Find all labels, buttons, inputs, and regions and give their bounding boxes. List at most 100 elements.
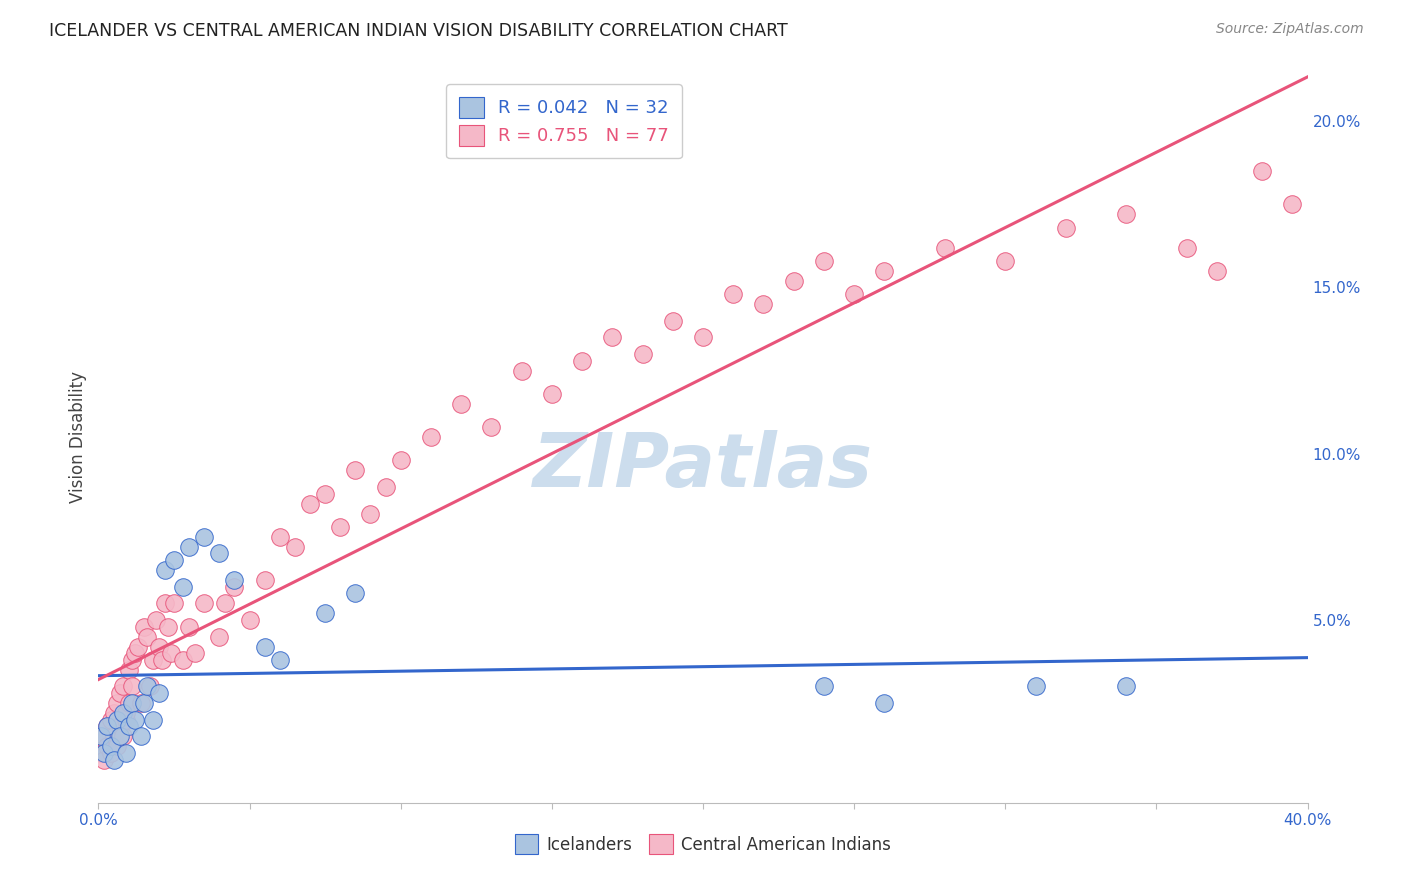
Point <box>224 580 246 594</box>
Point <box>1206 264 1229 278</box>
Point <box>121 696 143 710</box>
Point <box>813 680 835 694</box>
Point <box>994 253 1017 268</box>
Point <box>269 530 291 544</box>
Legend: Icelanders, Central American Indians: Icelanders, Central American Indians <box>509 828 897 860</box>
Point <box>124 646 146 660</box>
Point <box>224 573 246 587</box>
Point <box>150 653 173 667</box>
Point <box>129 696 152 710</box>
Point <box>389 453 412 467</box>
Point <box>132 619 155 633</box>
Point <box>193 530 215 544</box>
Point <box>96 719 118 733</box>
Point <box>1251 164 1274 178</box>
Point <box>103 706 125 720</box>
Point <box>156 619 179 633</box>
Point <box>108 719 131 733</box>
Point <box>100 713 122 727</box>
Text: ICELANDER VS CENTRAL AMERICAN INDIAN VISION DISABILITY CORRELATION CHART: ICELANDER VS CENTRAL AMERICAN INDIAN VIS… <box>49 22 787 40</box>
Point <box>90 746 112 760</box>
Point <box>783 274 806 288</box>
Point <box>253 573 276 587</box>
Point <box>184 646 207 660</box>
Point <box>114 706 136 720</box>
Point <box>108 686 131 700</box>
Point <box>135 630 157 644</box>
Point <box>214 596 236 610</box>
Point <box>93 753 115 767</box>
Point <box>90 729 112 743</box>
Point <box>118 719 141 733</box>
Point <box>114 713 136 727</box>
Point <box>1281 197 1303 211</box>
Point <box>873 696 896 710</box>
Point <box>1054 220 1077 235</box>
Point <box>100 746 122 760</box>
Point <box>344 463 367 477</box>
Point <box>208 546 231 560</box>
Point <box>661 314 683 328</box>
Point <box>314 486 336 500</box>
Point <box>172 653 194 667</box>
Point <box>100 739 122 754</box>
Point <box>105 696 128 710</box>
Point <box>752 297 775 311</box>
Point <box>111 680 134 694</box>
Point <box>118 663 141 677</box>
Point <box>208 630 231 644</box>
Point <box>105 739 128 754</box>
Point <box>1024 680 1046 694</box>
Point <box>1175 241 1198 255</box>
Point <box>135 680 157 694</box>
Point <box>118 696 141 710</box>
Point <box>163 553 186 567</box>
Point <box>103 729 125 743</box>
Point <box>145 613 167 627</box>
Point <box>844 287 866 301</box>
Text: Source: ZipAtlas.com: Source: ZipAtlas.com <box>1216 22 1364 37</box>
Point <box>148 686 170 700</box>
Point <box>723 287 745 301</box>
Point <box>93 746 115 760</box>
Point <box>329 520 352 534</box>
Point <box>284 540 307 554</box>
Point <box>179 540 201 554</box>
Point <box>93 729 115 743</box>
Point <box>127 640 149 654</box>
Point <box>510 363 533 377</box>
Point <box>299 497 322 511</box>
Point <box>481 420 503 434</box>
Point <box>124 713 146 727</box>
Point <box>121 653 143 667</box>
Point <box>172 580 194 594</box>
Point <box>269 653 291 667</box>
Point <box>540 387 562 401</box>
Point <box>813 253 835 268</box>
Point <box>571 353 593 368</box>
Point <box>1115 207 1137 221</box>
Point <box>121 680 143 694</box>
Y-axis label: Vision Disability: Vision Disability <box>69 371 87 503</box>
Point <box>602 330 624 344</box>
Point <box>111 706 134 720</box>
Point <box>344 586 367 600</box>
Point <box>374 480 396 494</box>
Point <box>420 430 443 444</box>
Text: ZIPatlas: ZIPatlas <box>533 430 873 503</box>
Point <box>111 729 134 743</box>
Point <box>142 713 165 727</box>
Point <box>631 347 654 361</box>
Point <box>360 507 382 521</box>
Point <box>314 607 336 621</box>
Point <box>450 397 472 411</box>
Point <box>934 241 956 255</box>
Point <box>179 619 201 633</box>
Point <box>114 746 136 760</box>
Point <box>873 264 896 278</box>
Point <box>148 640 170 654</box>
Point <box>103 753 125 767</box>
Point <box>129 729 152 743</box>
Point <box>96 719 118 733</box>
Point <box>132 696 155 710</box>
